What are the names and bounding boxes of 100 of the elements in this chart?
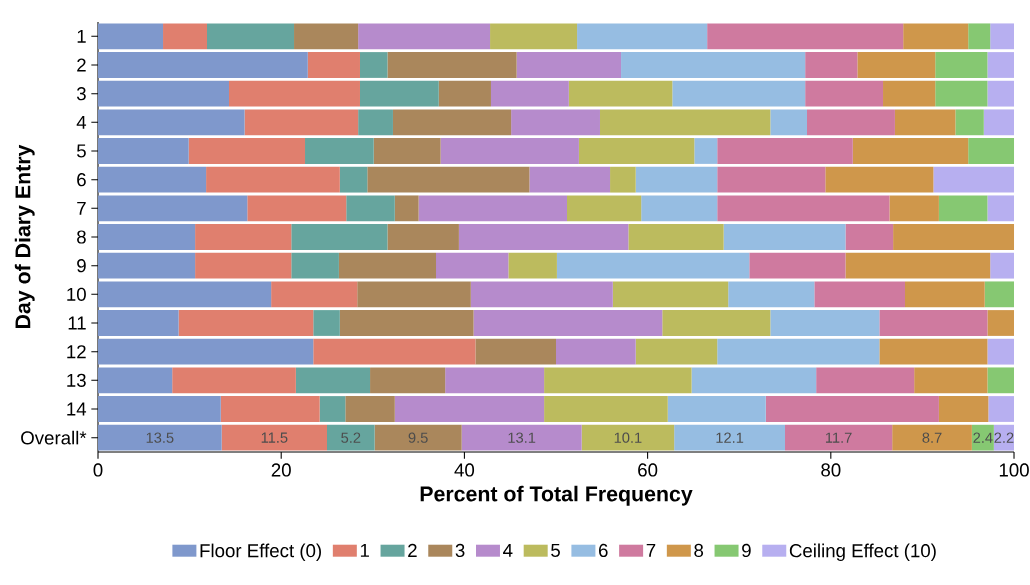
- x-tick-label: 0: [93, 463, 103, 477]
- bar: [825, 166, 934, 193]
- bar: [339, 166, 368, 193]
- bar: [641, 195, 718, 222]
- legend-label: 7: [646, 543, 656, 557]
- bar: [359, 52, 388, 78]
- x-tick-label: 40: [454, 463, 475, 477]
- bar: [373, 138, 441, 164]
- data-label: 13.5: [146, 432, 174, 443]
- bar: [612, 281, 729, 308]
- bar: [935, 80, 988, 107]
- bar: [394, 396, 545, 422]
- bar: [879, 338, 988, 365]
- bar: [577, 23, 708, 50]
- bar: [674, 424, 786, 451]
- bar: [244, 109, 359, 136]
- bar: [207, 23, 295, 50]
- bar: [805, 52, 858, 78]
- legend-label: Floor Effect (0): [200, 543, 321, 561]
- bar: [98, 424, 222, 451]
- bar: [987, 338, 1015, 365]
- bar: [893, 224, 1015, 250]
- bar: [195, 224, 292, 250]
- y-tick-label: 11: [68, 316, 86, 330]
- bar: [990, 23, 1015, 50]
- bar: [458, 224, 629, 250]
- bar: [98, 52, 308, 78]
- y-tick-label: Overall*: [21, 430, 87, 445]
- bar: [672, 80, 806, 107]
- data-label: 9.5: [408, 432, 428, 443]
- bar: [903, 23, 969, 50]
- x-tick-label: 80: [821, 463, 841, 477]
- y-tick-label: 4: [76, 115, 87, 129]
- bar: [938, 396, 989, 422]
- bar: [914, 367, 988, 394]
- y-tick-label: 5: [77, 144, 86, 158]
- bar: [98, 109, 245, 136]
- data-label: 2.4: [973, 432, 993, 443]
- y-tick-label: 3: [76, 87, 86, 101]
- bar: [728, 281, 815, 308]
- bar: [805, 80, 884, 107]
- data-label: 10.1: [614, 432, 642, 443]
- y-tick-label: 2: [77, 58, 86, 72]
- bar: [968, 138, 1015, 164]
- bar: [98, 195, 248, 222]
- bar: [770, 109, 807, 136]
- bar: [938, 195, 988, 222]
- bar: [475, 338, 557, 365]
- x-tick-label: 60: [638, 463, 658, 477]
- bar: [990, 252, 1015, 279]
- bar: [438, 80, 491, 107]
- legend-label: 6: [599, 543, 608, 558]
- bar: [971, 424, 994, 451]
- data-label: 11.7: [825, 432, 852, 443]
- bar: [440, 138, 579, 164]
- bar: [98, 367, 173, 394]
- y-tick-label: 9: [77, 259, 86, 273]
- y-tick-label: 6: [77, 173, 86, 187]
- bar: [610, 166, 636, 193]
- bar: [707, 23, 904, 50]
- bar: [178, 310, 314, 336]
- bar: [578, 138, 695, 164]
- y-tick-label: 8: [77, 230, 86, 244]
- bar: [770, 310, 880, 336]
- bar: [357, 281, 471, 308]
- bar: [307, 52, 360, 78]
- bar: [857, 52, 936, 78]
- bar: [98, 80, 229, 107]
- bar: [98, 396, 221, 422]
- bar: [628, 224, 724, 250]
- bar: [305, 138, 374, 164]
- bar: [694, 138, 718, 164]
- y-axis-title: Day of Diary Entry: [14, 144, 35, 329]
- bar: [195, 252, 292, 279]
- bar: [987, 310, 1015, 336]
- bar: [889, 195, 939, 222]
- data-label: 8.7: [922, 432, 942, 443]
- bar: [662, 310, 771, 336]
- bar: [816, 367, 915, 394]
- bar: [445, 367, 545, 394]
- bar: [470, 281, 613, 308]
- bar: [461, 424, 582, 451]
- bar: [691, 367, 817, 394]
- bar: [635, 166, 718, 193]
- bar: [387, 52, 517, 78]
- bar: [490, 80, 569, 107]
- bar: [544, 396, 668, 422]
- bar: [327, 424, 375, 451]
- bar: [621, 52, 806, 78]
- bar: [291, 224, 388, 250]
- y-tick-label: 13: [67, 373, 86, 387]
- bar: [983, 109, 1015, 136]
- bar: [473, 310, 663, 336]
- bar: [529, 166, 611, 193]
- bar: [206, 166, 340, 193]
- bar: [358, 109, 393, 136]
- bar: [319, 396, 346, 422]
- legend-label: 4: [503, 543, 513, 557]
- bar: [845, 252, 991, 279]
- bar: [599, 109, 771, 136]
